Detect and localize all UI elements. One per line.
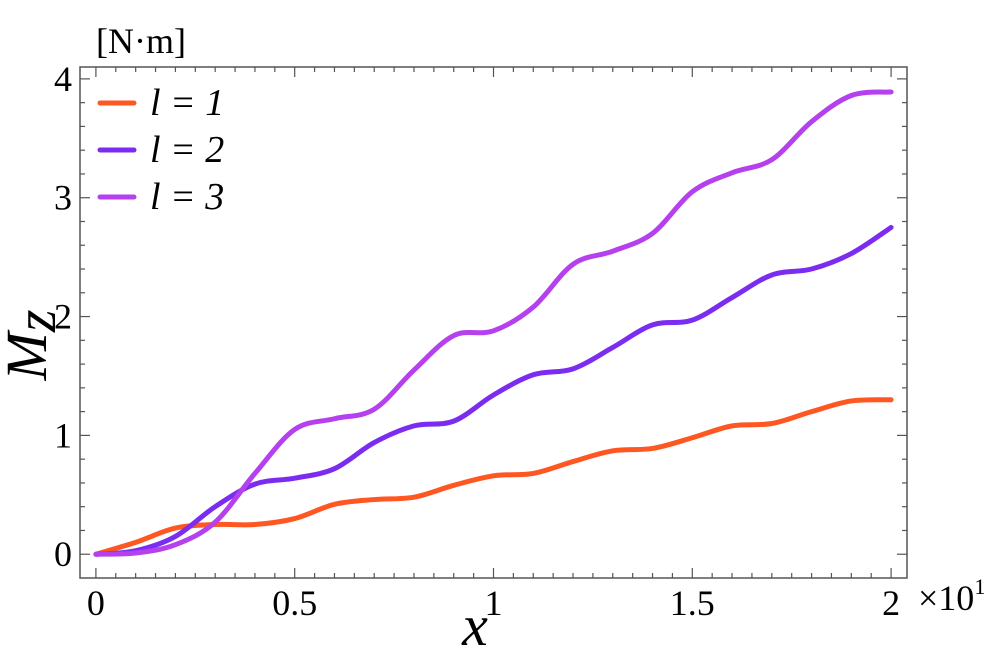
y-unit-label: [N·m] (96, 21, 186, 61)
legend-label-1: l = 1 (150, 82, 224, 124)
legend-label-2: l = 2 (150, 129, 224, 171)
x-tick-label: 0.5 (272, 583, 317, 623)
x-tick-label: 2 (882, 583, 900, 623)
series-lines (93, 89, 894, 557)
series-line-3 (93, 89, 894, 557)
x-multiplier: ×101 (918, 574, 985, 618)
y-tick-label: 0 (54, 534, 72, 574)
svg-text:Mz: Mz (0, 310, 68, 382)
x-tick-label: 1 (485, 583, 503, 623)
y-axis-label-main: M (0, 329, 59, 381)
series-line-1 (93, 397, 894, 557)
x-tick-label: 1.5 (670, 583, 715, 623)
y-axis-label: Mz (0, 310, 68, 382)
x-multiplier-base: ×10 (918, 578, 974, 618)
axis-ticks (80, 67, 907, 578)
x-multiplier-exp: 1 (974, 574, 985, 599)
y-tick-label: 4 (54, 59, 72, 99)
x-axis-label: x (461, 593, 488, 651)
tick-labels: 0 0.5 1 1.5 2 0 1 2 3 4 (54, 59, 900, 623)
series-line-2 (93, 224, 894, 557)
legend: l = 1 l = 2 l = 3 (97, 82, 224, 218)
x-tick-label: 0 (87, 583, 105, 623)
y-tick-label: 3 (54, 178, 72, 218)
y-tick-label: 1 (54, 415, 72, 455)
y-tick-label: 2 (54, 297, 72, 337)
plot-frame (79, 66, 908, 579)
legend-label-3: l = 3 (150, 176, 224, 218)
y-axis-label-sub: z (3, 310, 68, 334)
